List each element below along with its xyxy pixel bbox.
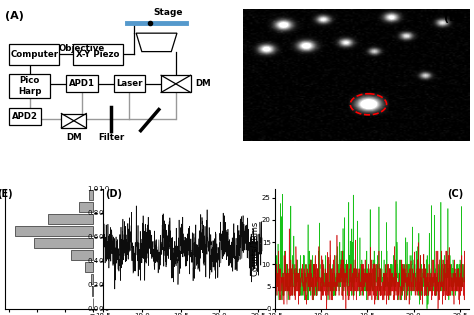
- Bar: [62, 113, 86, 128]
- Y-axis label: $E_{FRET}$: $E_{FRET}$: [112, 237, 125, 261]
- Text: Computer: Computer: [10, 50, 58, 59]
- Text: DM: DM: [66, 133, 82, 142]
- Bar: [9, 44, 59, 65]
- Bar: [34, 238, 93, 248]
- Bar: [79, 202, 93, 212]
- Text: Objective: Objective: [58, 44, 104, 54]
- Bar: [48, 214, 93, 224]
- Bar: [91, 274, 93, 284]
- Text: (C): (C): [447, 189, 464, 199]
- Text: (E): (E): [0, 189, 13, 199]
- Bar: [73, 44, 123, 65]
- Text: X-Y Piezo: X-Y Piezo: [76, 50, 119, 59]
- Text: Pico
Harp: Pico Harp: [18, 76, 41, 95]
- Bar: [15, 226, 93, 236]
- Bar: [9, 108, 41, 125]
- Y-axis label: Counts/10ms: Counts/10ms: [250, 221, 259, 277]
- Text: Stage: Stage: [153, 9, 182, 17]
- Bar: [71, 250, 93, 260]
- Bar: [89, 190, 93, 200]
- Text: Laser: Laser: [116, 79, 143, 89]
- Bar: [92, 286, 93, 296]
- Text: (D): (D): [105, 189, 122, 199]
- Text: (A): (A): [5, 11, 24, 21]
- Bar: [66, 75, 98, 92]
- Text: (B): (B): [444, 14, 463, 23]
- Bar: [9, 74, 50, 98]
- Text: DM: DM: [195, 79, 211, 89]
- Text: Filter: Filter: [98, 133, 124, 142]
- Text: APD2: APD2: [12, 112, 38, 121]
- Text: APD1: APD1: [69, 79, 95, 89]
- Bar: [113, 75, 145, 92]
- Bar: [161, 75, 191, 92]
- Bar: [85, 262, 93, 272]
- Polygon shape: [136, 33, 177, 52]
